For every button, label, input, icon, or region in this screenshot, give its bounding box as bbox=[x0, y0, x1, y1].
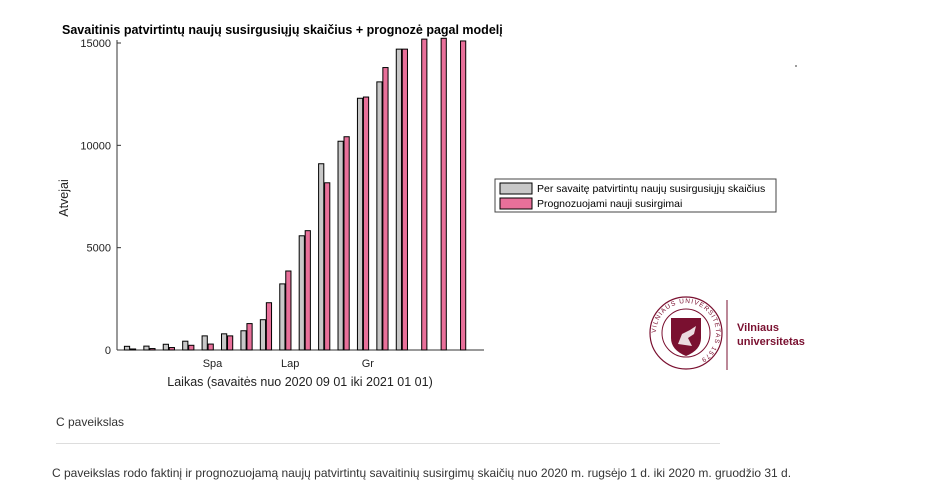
bar-forecast bbox=[207, 343, 214, 351]
logo-line-2: universitetas bbox=[737, 336, 805, 348]
bar-forecast bbox=[460, 40, 467, 351]
bar-confirmed bbox=[318, 163, 325, 351]
figure-caption: C paveikslas bbox=[56, 415, 125, 429]
bar-confirmed bbox=[395, 48, 402, 351]
plot-area: 0 5000 10000 15000 Spa Lap Gr bbox=[80, 37, 484, 370]
bar-forecast bbox=[401, 48, 408, 351]
bar-confirmed bbox=[123, 345, 131, 351]
seal-inner-ring bbox=[661, 308, 711, 358]
bar-forecast bbox=[129, 348, 137, 351]
bar-forecast bbox=[362, 96, 370, 351]
knight-icon bbox=[678, 326, 696, 346]
bar-confirmed bbox=[221, 333, 228, 351]
y-tick-label: 15000 bbox=[80, 38, 111, 50]
y-tick-label: 10000 bbox=[80, 140, 111, 152]
legend-label-forecast: Prognozuojami nauji susirgimai bbox=[537, 198, 682, 210]
legend-swatch-forecast bbox=[499, 197, 533, 210]
bar-forecast bbox=[168, 347, 175, 351]
logo-line-1: Vilniaus bbox=[737, 322, 779, 334]
bar-confirmed bbox=[162, 343, 169, 351]
legend-label-confirmed: Per savaitę patvirtintų naujų susirgusių… bbox=[537, 183, 765, 195]
x-axis-label: Laikas (savaitės nuo 2020 09 01 iki 2021… bbox=[167, 375, 432, 389]
bar-forecast bbox=[440, 37, 447, 351]
bar-confirmed bbox=[376, 81, 383, 351]
bar-forecast bbox=[188, 344, 195, 351]
bar-forecast bbox=[382, 67, 389, 351]
y-tick-label: 5000 bbox=[87, 243, 111, 255]
bar-confirmed bbox=[201, 335, 208, 351]
vu-logo: VILNIAUS UNIVERSITETAS 1579 Vilniaus uni… bbox=[649, 296, 805, 370]
bar-forecast bbox=[265, 302, 273, 351]
bar-forecast bbox=[304, 230, 311, 351]
bar-confirmed bbox=[182, 340, 189, 351]
legend-box bbox=[494, 178, 777, 213]
figure-description: C paveikslas rodo faktinį ir prognozuoja… bbox=[52, 466, 792, 480]
bar-confirmed bbox=[259, 319, 267, 351]
x-tick-label: Gr bbox=[362, 358, 375, 370]
y-axis-label: Atvejai bbox=[57, 179, 71, 217]
x-tick-label: Lap bbox=[281, 358, 299, 370]
legend: Per savaitę patvirtintų naujų susirgusių… bbox=[494, 178, 777, 213]
bar-forecast bbox=[149, 348, 156, 351]
bar-confirmed bbox=[298, 235, 305, 351]
bar-chart: Savaitinis patvirtintų naujų susirgusiųj… bbox=[57, 23, 805, 389]
bar-forecast bbox=[285, 270, 292, 351]
bar-forecast bbox=[227, 335, 234, 351]
x-tick-label: Spa bbox=[203, 358, 223, 370]
bar-confirmed bbox=[240, 330, 247, 351]
legend-swatch-confirmed bbox=[499, 182, 533, 195]
y-tick-label: 0 bbox=[105, 345, 111, 357]
bar-forecast bbox=[343, 136, 350, 351]
bar-forecast bbox=[421, 38, 428, 351]
bar-confirmed bbox=[337, 140, 344, 351]
caption-divider bbox=[56, 443, 720, 444]
bar-confirmed bbox=[279, 283, 286, 351]
chart-title: Savaitinis patvirtintų naujų susirgusiųj… bbox=[62, 23, 503, 37]
bar-forecast bbox=[324, 182, 331, 351]
bar-forecast bbox=[246, 323, 253, 351]
bar-confirmed bbox=[143, 345, 150, 351]
stray-dot bbox=[795, 65, 797, 67]
bar-confirmed bbox=[356, 97, 364, 351]
